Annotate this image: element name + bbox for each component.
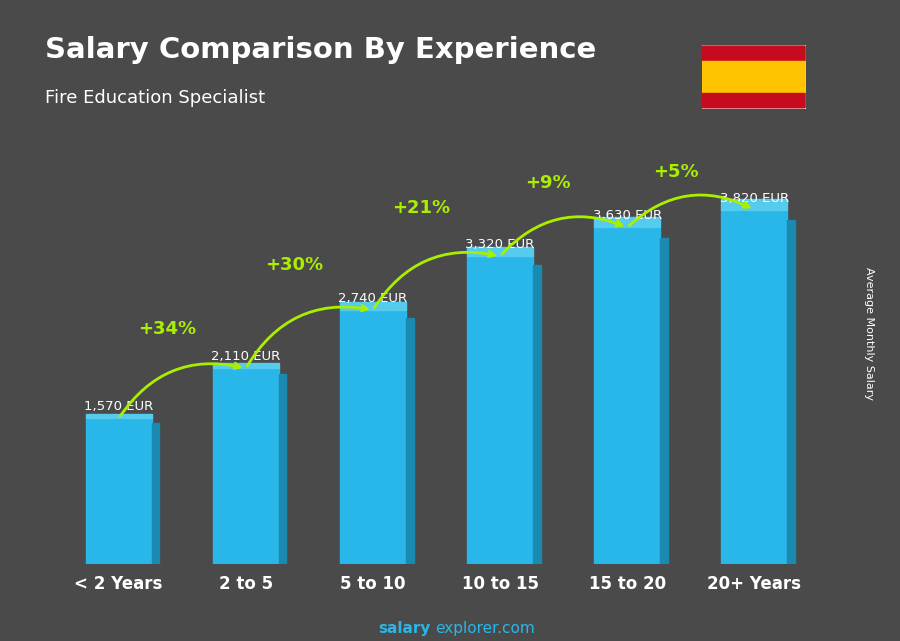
Bar — [279, 374, 286, 564]
Text: +21%: +21% — [392, 199, 450, 217]
Bar — [467, 247, 533, 256]
Text: +9%: +9% — [526, 174, 572, 192]
Bar — [86, 419, 152, 564]
Text: Salary Comparison By Experience: Salary Comparison By Experience — [45, 36, 596, 63]
Bar — [661, 238, 668, 564]
Bar — [533, 265, 541, 564]
Bar — [702, 93, 806, 109]
Text: Fire Education Specialist: Fire Education Specialist — [45, 88, 266, 106]
Text: 3,320 EUR: 3,320 EUR — [465, 238, 535, 251]
Text: +30%: +30% — [265, 256, 323, 274]
Text: explorer.com: explorer.com — [436, 620, 536, 636]
Bar — [406, 317, 414, 564]
Bar — [340, 310, 406, 564]
Bar — [467, 256, 533, 564]
Bar — [152, 423, 159, 564]
Bar — [702, 45, 806, 61]
Bar — [212, 363, 279, 369]
Text: +34%: +34% — [138, 320, 196, 338]
Text: +5%: +5% — [652, 163, 698, 181]
Bar — [721, 210, 788, 564]
Text: 3,630 EUR: 3,630 EUR — [593, 210, 662, 222]
Bar — [702, 61, 806, 93]
Bar — [788, 221, 795, 564]
Bar — [340, 303, 406, 310]
Bar — [721, 199, 788, 210]
Text: 2,110 EUR: 2,110 EUR — [212, 350, 281, 363]
Bar — [212, 369, 279, 564]
Text: salary: salary — [378, 620, 430, 636]
Bar — [86, 414, 152, 419]
Text: Average Monthly Salary: Average Monthly Salary — [863, 267, 874, 400]
Bar — [594, 217, 661, 228]
Text: 1,570 EUR: 1,570 EUR — [84, 401, 153, 413]
Text: 3,820 EUR: 3,820 EUR — [720, 192, 789, 204]
Text: 2,740 EUR: 2,740 EUR — [338, 292, 408, 305]
Bar — [594, 228, 661, 564]
